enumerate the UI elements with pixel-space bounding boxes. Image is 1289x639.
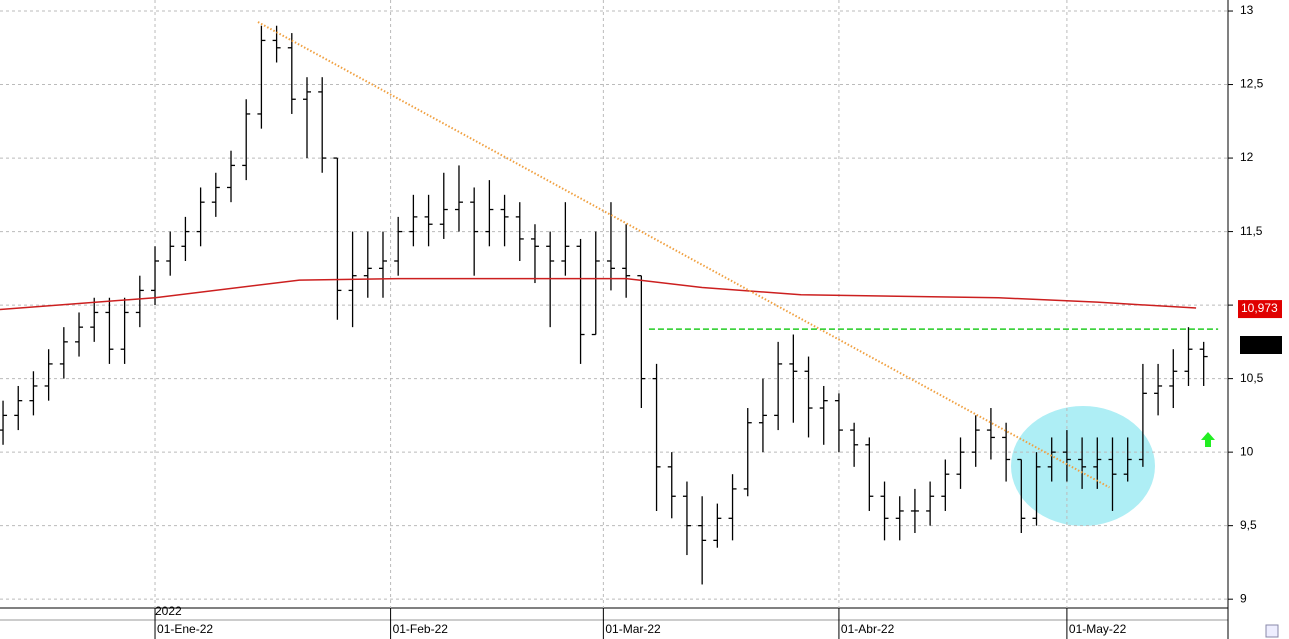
corner-icon [1265,624,1279,638]
overlays [0,21,1219,489]
y-tick-label: 10 [1240,444,1254,458]
trend-line [257,21,1110,489]
year-label: 2022 [155,604,182,618]
x-tick-label: 01-Ene-22 [157,622,213,636]
highlight-ellipse [1011,406,1155,526]
x-tick-label: 01-May-22 [1069,622,1127,636]
y-tick-label: 10,5 [1240,371,1264,385]
moving-average-line [0,277,1197,311]
y-tick-label: 9,5 [1240,518,1257,532]
x-axis-band [0,608,1228,639]
ma-label: 10,973 [1241,301,1278,315]
axes: 99,51010,51111,51212,51301-Ene-2201-Feb-… [154,3,1282,639]
up-arrow [1201,432,1215,447]
grid [0,0,1228,608]
y-tick-label: 9 [1240,591,1247,605]
y-tick-label: 12,5 [1240,77,1264,91]
y-tick-label: 13 [1240,3,1254,17]
last-price-box [1240,336,1282,354]
y-tick-label: 11,5 [1240,224,1263,238]
ohlc-bars [0,25,1208,585]
x-tick-label: 01-Mar-22 [605,622,661,636]
x-tick-label: 01-Feb-22 [393,622,449,636]
y-tick-label: 12 [1240,150,1254,164]
x-tick-label: 01-Abr-22 [841,622,895,636]
ma-label-box [1238,300,1282,319]
